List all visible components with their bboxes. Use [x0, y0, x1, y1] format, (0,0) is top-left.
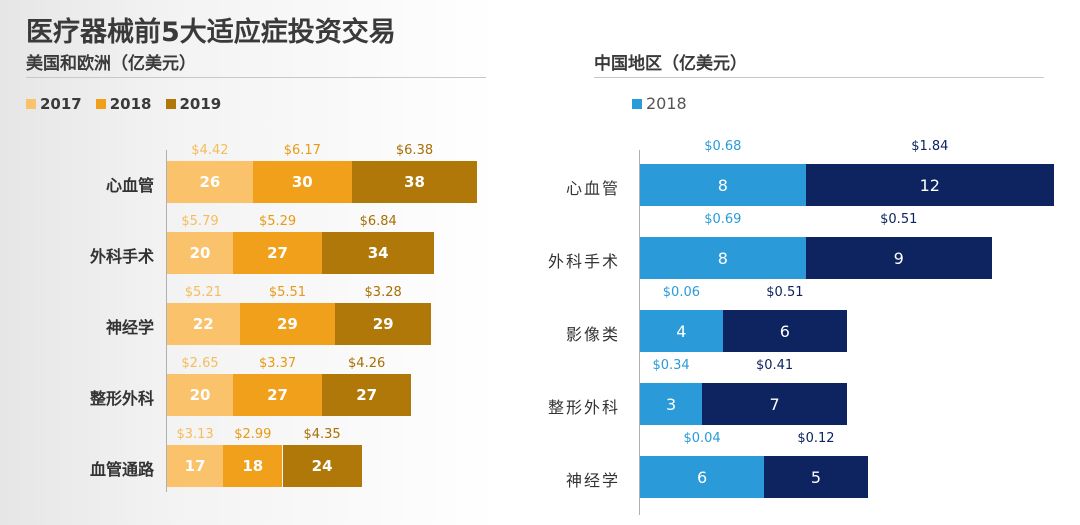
left-value-label-2017: $5.79: [181, 214, 219, 229]
right-value-label-2019: $1.84: [911, 139, 949, 154]
left-bar-2018: 18: [223, 445, 283, 487]
left-bar-2018: 27: [233, 374, 323, 416]
right-value-label-2019: $0.41: [755, 358, 794, 373]
left-bar-2017: 20: [167, 374, 233, 416]
left-title-divider: [26, 77, 486, 78]
left-bar-2017: 20: [167, 232, 233, 274]
right-category-label: 影像类: [565, 325, 620, 344]
left-bar-2019: 34: [322, 232, 435, 274]
left-category-label: 外科手术: [89, 247, 154, 266]
right-category-label: 外科手术: [547, 252, 620, 271]
legend-swatch-china-2018: [632, 99, 642, 109]
left-bar-2019: 24: [282, 445, 362, 487]
right-value-label-2018: $0.06: [662, 285, 700, 300]
left-category-label: 整形外科: [89, 389, 154, 408]
left-value-label-2019: $6.84: [359, 214, 397, 229]
left-bar-2019: 27: [322, 374, 412, 416]
left-bar-2018: 30: [252, 161, 352, 203]
right-title-divider: [594, 77, 1044, 78]
left-category-label: 心血管: [105, 176, 154, 195]
right-value-label-2018: $0.68: [704, 139, 742, 154]
right-value-label-2019: $0.51: [766, 285, 804, 300]
legend-label-2017: 2017: [40, 95, 82, 113]
legend-label-2018: 2018: [109, 95, 152, 113]
right-category-label: 神经学: [565, 471, 620, 490]
right-value-label-2018: $0.34: [652, 358, 690, 373]
right-bar-2019: 9: [805, 237, 992, 279]
left-value-label-2017: $3.13: [176, 427, 214, 442]
right-bar-2019: 5: [764, 456, 868, 498]
legend-label-2019: 2019: [179, 95, 222, 113]
left-bar-2018: 29: [239, 303, 336, 345]
right-category-label: 整形外科: [547, 398, 620, 417]
left-category-label: 神经学: [105, 318, 154, 337]
left-value-label-2018: $5.29: [258, 214, 297, 229]
left-value-label-2018: $2.99: [234, 427, 272, 442]
left-value-label-2018: $3.37: [258, 356, 297, 371]
right-bar-2018: 4: [640, 310, 723, 352]
right-bar-2019: 12: [805, 164, 1054, 206]
legend-swatch-2019: [165, 99, 176, 109]
right-chart-title: 中国地区（亿美元）: [594, 54, 747, 74]
left-value-label-2019: $4.26: [348, 356, 386, 371]
right-value-label-2019: $0.12: [797, 431, 835, 446]
legend-swatch-2018: [95, 99, 106, 109]
right-chart-axis: [639, 150, 640, 515]
left-bar-2017: 17: [167, 445, 224, 487]
left-bar-2017: 22: [167, 303, 240, 345]
left-value-label-2019: $6.38: [395, 143, 434, 158]
right-value-label-2018: $0.04: [683, 431, 721, 446]
left-category-label: 血管通路: [89, 460, 154, 479]
right-bar-2019: 6: [722, 310, 847, 352]
right-bar-2019: 7: [702, 383, 847, 425]
left-value-label-2019: $4.35: [303, 427, 341, 442]
legend-label-china-2018: 2018: [646, 94, 687, 113]
right-value-label-2018: $0.69: [704, 212, 742, 227]
left-value-label-2019: $3.28: [364, 285, 402, 300]
left-bar-2019: 29: [335, 303, 431, 345]
left-value-label-2017: $4.42: [191, 143, 229, 158]
left-value-label-2017: $2.65: [181, 356, 219, 371]
right-category-label: 心血管: [565, 179, 620, 198]
page-title: 医疗器械前5大适应症投资交易: [26, 17, 396, 48]
legend-item-2018: 2018: [95, 95, 152, 113]
left-bar-2017: 26: [167, 161, 253, 203]
right-bar-2018: 8: [640, 164, 806, 206]
right-legend: 2018: [632, 94, 701, 113]
right-value-label-2019: $0.51: [880, 212, 918, 227]
left-value-label-2018: $5.51: [268, 285, 307, 300]
legend-item-china-2018: 2018: [632, 94, 687, 113]
legend-item-2019: 2019: [165, 95, 222, 113]
left-legend: 2017 2018 2019: [26, 95, 235, 113]
left-bar-2018: 27: [233, 232, 323, 274]
legend-item-2017: 2017: [26, 95, 82, 113]
left-bar-2019: 38: [351, 161, 478, 203]
left-value-label-2017: $5.21: [184, 285, 222, 300]
right-bar-2018: 8: [640, 237, 806, 279]
left-chart-title: 美国和欧洲（亿美元）: [26, 54, 196, 74]
left-chart-axis: [166, 150, 167, 492]
left-value-label-2018: $6.17: [283, 143, 321, 158]
right-bar-2018: 3: [640, 383, 703, 425]
legend-swatch-2017: [26, 99, 36, 109]
right-bar-2018: 6: [640, 456, 765, 498]
